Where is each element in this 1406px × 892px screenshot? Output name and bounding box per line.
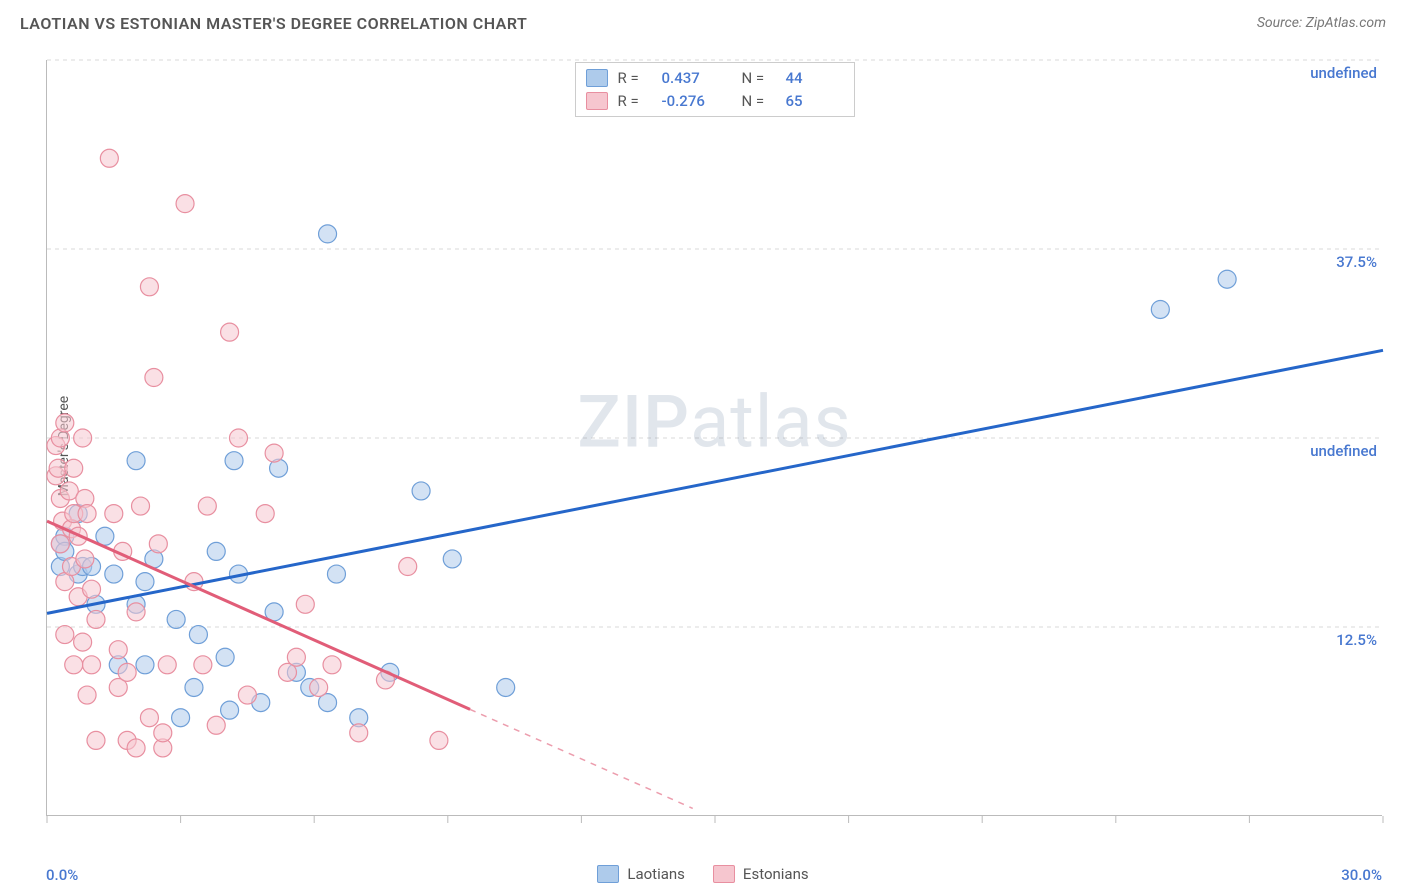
data-point-laotians [207,542,225,560]
y-tick-label: 12.5% [1336,631,1377,649]
data-point-estonians [78,505,96,523]
trend-line-dash-estonians [470,709,693,808]
data-point-laotians [172,709,190,727]
legend-label: Laotians [627,865,685,883]
trend-line-estonians [47,521,470,709]
data-point-laotians [225,452,243,470]
data-point-estonians [158,656,176,674]
data-point-estonians [74,633,92,651]
data-point-estonians [127,603,145,621]
page-title: LAOTIAN VS ESTONIAN MASTER'S DEGREE CORR… [20,14,527,33]
data-point-estonians [149,535,167,553]
data-point-estonians [399,558,417,576]
data-point-estonians [100,149,118,167]
data-point-estonians [78,686,96,704]
chart-panel: 12.5%undefined37.5%undefined ZIPatlas R … [46,60,1382,816]
data-point-laotians [185,678,203,696]
data-point-estonians [296,595,314,613]
data-point-laotians [1218,270,1236,288]
data-point-estonians [207,716,225,734]
data-point-estonians [51,535,69,553]
data-point-estonians [109,641,127,659]
data-point-laotians [189,626,207,644]
y-tick-label: 37.5% [1336,253,1377,271]
legend-swatch-laotians [586,69,608,87]
data-point-estonians [118,663,136,681]
correlation-legend: R = 0.437 N = 44 R = -0.276 N = 65 [575,62,855,117]
data-point-estonians [65,656,83,674]
data-point-laotians [167,610,185,628]
data-point-estonians [105,505,123,523]
data-point-estonians [287,648,305,666]
data-point-estonians [145,369,163,387]
data-point-estonians [265,444,283,462]
data-point-laotians [136,656,154,674]
data-point-estonians [194,656,212,674]
data-point-estonians [140,278,158,296]
legend-row-estonians: R = -0.276 N = 65 [586,90,836,113]
data-point-laotians [127,452,145,470]
data-point-estonians [76,550,94,568]
legend-item-estonians: Estonians [713,865,809,883]
x-tick-min: 0.0% [46,866,78,884]
data-point-laotians [327,565,345,583]
data-point-laotians [497,678,515,696]
data-point-estonians [310,678,328,696]
trend-line-laotians [47,350,1383,613]
legend-label: Estonians [743,865,809,883]
data-point-estonians [65,459,83,477]
data-point-estonians [83,580,101,598]
data-point-estonians [87,731,105,749]
data-point-estonians [256,505,274,523]
source-link[interactable]: ZipAtlas.com [1306,15,1386,31]
data-point-estonians [87,610,105,628]
data-point-estonians [221,323,239,341]
data-point-laotians [136,573,154,591]
bottom-legend: Laotians Estonians 0.0% 30.0% [0,856,1406,892]
data-point-estonians [154,724,172,742]
data-point-laotians [319,225,337,243]
data-point-estonians [127,739,145,757]
source-credit: Source: ZipAtlas.com [1257,15,1386,31]
data-point-laotians [412,482,430,500]
data-point-laotians [1151,300,1169,318]
legend-swatch-estonians [586,92,608,110]
data-point-estonians [83,656,101,674]
data-point-estonians [323,656,341,674]
data-point-estonians [350,724,368,742]
x-tick-max: 30.0% [1341,866,1382,884]
legend-row-laotians: R = 0.437 N = 44 [586,67,836,90]
data-point-estonians [74,429,92,447]
data-point-laotians [105,565,123,583]
legend-swatch [597,865,619,883]
scatter-plot: 12.5% undefined 37.5% undefined [47,60,1382,815]
data-point-estonians [132,497,150,515]
y-tick-label: undefined [1310,442,1377,460]
data-point-estonians [56,414,74,432]
data-point-estonians [198,497,216,515]
data-point-laotians [443,550,461,568]
data-point-estonians [140,709,158,727]
y-tick-label: undefined [1310,64,1377,82]
data-point-laotians [216,648,234,666]
legend-swatch [713,865,735,883]
data-point-estonians [238,686,256,704]
data-point-estonians [430,731,448,749]
data-point-estonians [176,195,194,213]
data-point-estonians [229,429,247,447]
legend-item-laotians: Laotians [597,865,685,883]
data-point-laotians [221,701,239,719]
data-point-estonians [56,626,74,644]
